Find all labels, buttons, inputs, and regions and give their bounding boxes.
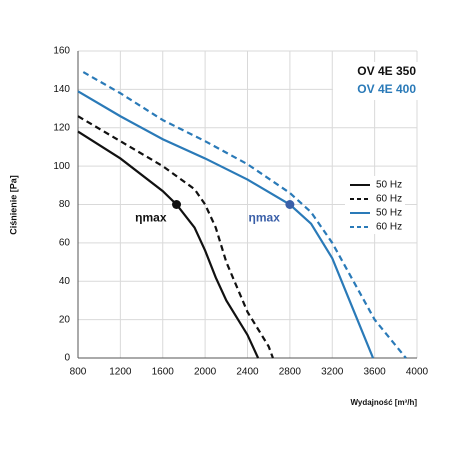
x-axis-label: Wydajność [m³/h] — [350, 398, 417, 407]
y-tick-label: 100 — [53, 161, 70, 172]
eta-point — [285, 200, 295, 209]
x-tick-label: 4000 — [406, 367, 429, 378]
y-tick-label: 80 — [59, 199, 71, 210]
y-tick-label: 40 — [59, 276, 71, 287]
x-tick-label: 800 — [70, 367, 87, 378]
series-line — [77, 90, 375, 359]
series-line — [77, 115, 274, 359]
legend-title-box — [333, 62, 419, 100]
x-tick-label: 2400 — [236, 367, 259, 378]
annotation: ηmax — [135, 211, 167, 225]
series-line — [82, 71, 407, 359]
legend-label: 60 Hz — [376, 222, 402, 233]
y-tick-label: 60 — [59, 238, 71, 249]
y-axis-label: Ciśnienie [Pa] — [8, 175, 18, 235]
y-tick-label: 0 — [64, 353, 70, 364]
x-tick-label: 1600 — [152, 367, 175, 378]
eta-point — [172, 200, 182, 209]
legend-title: OV 4E 400 — [357, 82, 416, 96]
annotation: ηmax — [249, 211, 281, 225]
x-tick-label: 2800 — [279, 367, 302, 378]
x-tick-label: 3600 — [364, 367, 387, 378]
y-tick-label: 160 — [53, 46, 70, 57]
series-line — [77, 130, 260, 359]
legend-label: 60 Hz — [376, 194, 402, 205]
legend-title: OV 4E 350 — [357, 64, 416, 78]
legend-label: 50 Hz — [376, 180, 402, 191]
legend-label: 50 Hz — [376, 208, 402, 219]
x-tick-label: 2000 — [194, 367, 217, 378]
y-tick-label: 120 — [53, 122, 70, 133]
y-tick-label: 20 — [59, 314, 71, 325]
x-tick-label: 3200 — [321, 367, 344, 378]
x-tick-label: 1200 — [109, 367, 132, 378]
y-tick-label: 140 — [53, 84, 70, 95]
